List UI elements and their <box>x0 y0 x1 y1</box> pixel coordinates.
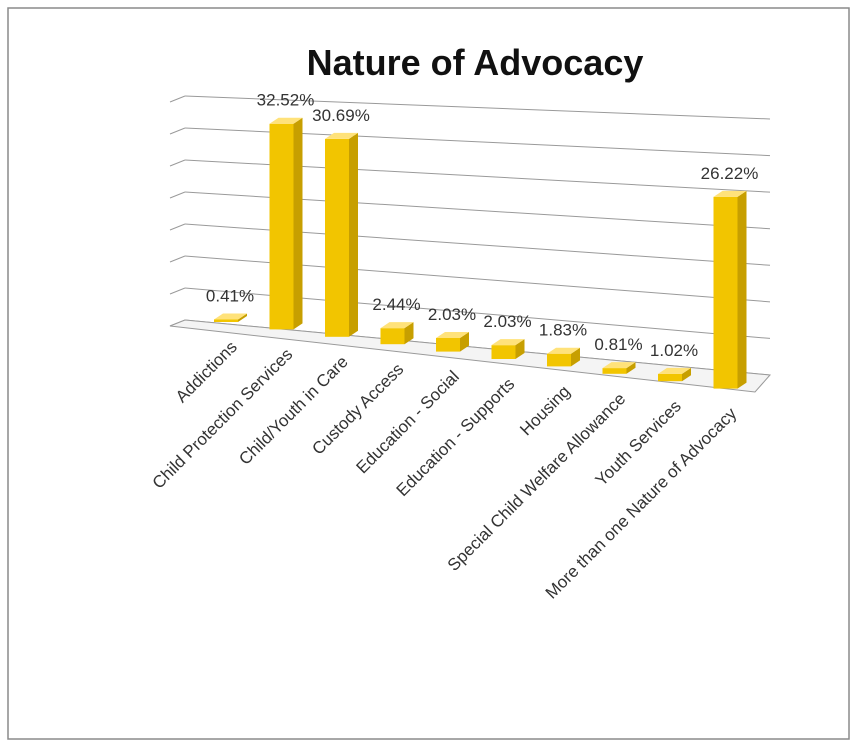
grid-line-side <box>169 287 186 295</box>
bar-top <box>436 332 469 339</box>
bar-side <box>571 347 580 367</box>
value-label: 30.69% <box>312 106 370 125</box>
bar-side <box>349 132 358 337</box>
value-label: 1.83% <box>539 321 587 340</box>
bar-top <box>713 190 747 197</box>
bar-side <box>404 322 414 345</box>
value-label: 2.03% <box>483 312 531 331</box>
bar-side <box>293 117 303 330</box>
bar-side <box>626 362 636 374</box>
bar <box>436 338 460 352</box>
bar <box>214 319 238 322</box>
bar-top <box>214 313 247 320</box>
bar-side <box>238 313 247 322</box>
grid-line-side <box>169 255 186 263</box>
value-label: 2.03% <box>428 305 476 324</box>
value-label: 32.52% <box>257 91 315 110</box>
bar <box>269 123 294 330</box>
bar <box>380 328 405 345</box>
chart-title: Nature of Advocacy <box>307 42 644 83</box>
bar-side <box>682 367 691 382</box>
value-label: 0.41% <box>206 286 254 305</box>
bar-top <box>658 367 691 374</box>
value-label: 2.44% <box>372 295 420 314</box>
bar <box>658 373 682 382</box>
bar-side <box>737 190 747 389</box>
grid-line-side <box>169 95 186 103</box>
bar-top <box>325 132 358 139</box>
bar <box>491 345 516 359</box>
bar-top <box>491 339 525 346</box>
value-label: 1.02% <box>650 341 698 360</box>
bar-side <box>515 339 525 359</box>
bar-top <box>547 347 580 354</box>
floor <box>169 319 772 393</box>
grid-line-side <box>169 191 186 199</box>
bar-top <box>380 322 414 329</box>
grid-line <box>184 95 771 120</box>
value-label: 26.22% <box>701 164 759 183</box>
grid-line-side <box>169 127 186 135</box>
grid-line-side <box>169 159 186 167</box>
grid-line-side <box>169 223 186 231</box>
bar <box>602 368 627 374</box>
bar <box>547 353 571 367</box>
value-label: 0.81% <box>594 335 642 354</box>
bar <box>713 196 738 389</box>
bar-top <box>602 362 636 369</box>
bar-top <box>269 117 303 124</box>
bar <box>325 138 349 337</box>
bar-side <box>460 332 469 352</box>
